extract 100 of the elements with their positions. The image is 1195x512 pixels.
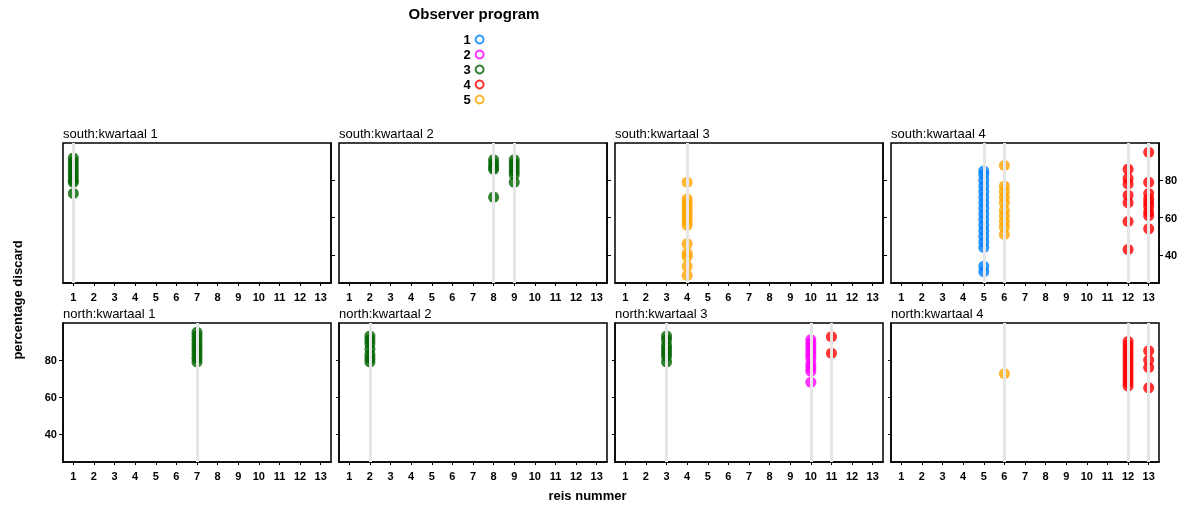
x-tick-label: 7 <box>469 469 477 482</box>
x-tick-label: 8 <box>214 290 221 303</box>
x-tick-label: 5 <box>152 469 159 482</box>
x-tick-label: 8 <box>490 469 497 482</box>
y-tick-label: 40 <box>44 428 57 441</box>
x-tick-label: 11 <box>273 469 286 482</box>
x-tick-label: 1 <box>70 469 77 482</box>
x-tick-label: 12 <box>845 469 859 482</box>
x-tick-label: 6 <box>449 469 456 482</box>
x-tick-label: 11 <box>549 290 562 303</box>
x-tick-label: 8 <box>766 469 773 482</box>
x-tick-label: 7 <box>1021 469 1029 482</box>
x-tick-label: 9 <box>511 469 518 482</box>
x-tick-label: 7 <box>469 290 477 303</box>
legend-label: 3 <box>463 62 471 77</box>
x-tick-label: 3 <box>111 469 118 482</box>
x-tick-label: 10 <box>252 469 265 482</box>
x-tick-label: 4 <box>960 469 968 482</box>
x-tick-label: 1 <box>346 290 353 303</box>
x-tick-label: 13 <box>590 469 603 482</box>
x-tick-label: 11 <box>1101 469 1114 482</box>
x-tick-label: 3 <box>939 469 946 482</box>
chart-title: north:kwartaal 3 <box>615 306 708 321</box>
x-tick-label: 1 <box>70 290 77 303</box>
x-tick-label: 3 <box>663 290 670 303</box>
y-tick-label: 40 <box>1165 249 1178 261</box>
x-tick-label: 7 <box>745 469 753 482</box>
x-tick-label: 6 <box>173 290 180 303</box>
x-tick-label: 7 <box>193 290 201 303</box>
x-tick-label: 13 <box>1142 290 1155 303</box>
x-tick-label: 2 <box>642 469 649 482</box>
x-tick-label: 7 <box>193 469 201 482</box>
chart-title: north:kwartaal 1 <box>63 306 156 321</box>
x-tick-label: 13 <box>314 469 327 482</box>
chart-title: south:kwartaal 3 <box>615 126 710 141</box>
x-tick-label: 10 <box>528 469 541 482</box>
x-tick-label: 11 <box>1101 290 1114 303</box>
x-tick-label: 10 <box>804 290 817 303</box>
x-tick-label: 2 <box>90 290 97 303</box>
x-tick-label: 11 <box>273 290 286 303</box>
x-tick-label: 12 <box>569 290 583 303</box>
x-tick-label: 2 <box>90 469 97 482</box>
x-tick-label: 5 <box>980 469 987 482</box>
x-tick-label: 4 <box>408 469 416 482</box>
x-tick-label: 3 <box>387 290 394 303</box>
x-tick-label: 9 <box>235 290 242 303</box>
x-tick-label: 5 <box>980 290 987 303</box>
x-tick-label: 12 <box>845 290 859 303</box>
x-tick-label: 9 <box>787 290 794 303</box>
legend-title: Observer program <box>408 5 540 22</box>
x-tick-label: 6 <box>1001 290 1008 303</box>
x-tick-label: 1 <box>622 290 629 303</box>
x-tick-label: 8 <box>214 469 221 482</box>
x-tick-label: 6 <box>725 290 732 303</box>
x-tick-label: 9 <box>1063 469 1070 482</box>
x-tick-label: 10 <box>804 469 817 482</box>
x-tick-label: 3 <box>111 290 118 303</box>
x-tick-label: 7 <box>745 290 753 303</box>
x-tick-label: 8 <box>1042 469 1049 482</box>
x-tick-label: 5 <box>704 469 711 482</box>
chart-title: north:kwartaal 2 <box>339 306 432 321</box>
x-tick-label: 6 <box>173 469 180 482</box>
x-tick-label: 10 <box>1080 290 1093 303</box>
x-tick-label: 9 <box>1063 290 1070 303</box>
y-axis-title: percentage discard <box>10 240 25 360</box>
x-tick-label: 5 <box>704 290 711 303</box>
chart-title: north:kwartaal 4 <box>891 306 984 321</box>
x-tick-label: 13 <box>1142 469 1155 482</box>
x-tick-label: 11 <box>549 469 562 482</box>
x-tick-label: 4 <box>408 290 416 303</box>
chart-title: south:kwartaal 1 <box>63 126 158 141</box>
x-tick-label: 10 <box>252 290 265 303</box>
x-tick-label: 2 <box>366 290 373 303</box>
x-tick-label: 7 <box>1021 290 1029 303</box>
x-tick-label: 12 <box>569 469 583 482</box>
x-tick-label: 4 <box>132 469 140 482</box>
x-tick-label: 4 <box>132 290 140 303</box>
x-tick-label: 10 <box>528 290 541 303</box>
x-tick-label: 12 <box>293 290 307 303</box>
x-tick-label: 12 <box>1121 290 1135 303</box>
x-tick-label: 1 <box>898 469 905 482</box>
x-tick-label: 4 <box>684 290 692 303</box>
x-tick-label: 3 <box>387 469 394 482</box>
x-tick-label: 6 <box>449 290 456 303</box>
x-tick-label: 13 <box>866 290 879 303</box>
x-tick-label: 9 <box>235 469 242 482</box>
x-tick-label: 1 <box>346 469 353 482</box>
x-tick-label: 8 <box>766 290 773 303</box>
x-tick-label: 13 <box>314 290 327 303</box>
x-tick-label: 3 <box>939 290 946 303</box>
x-tick-label: 5 <box>152 290 159 303</box>
x-tick-label: 6 <box>1001 469 1008 482</box>
x-tick-label: 9 <box>511 290 518 303</box>
x-tick-label: 12 <box>293 469 307 482</box>
x-tick-label: 13 <box>590 290 603 303</box>
chart-title: south:kwartaal 2 <box>339 126 434 141</box>
x-tick-label: 2 <box>366 469 373 482</box>
x-tick-label: 2 <box>642 290 649 303</box>
x-tick-label: 4 <box>960 290 968 303</box>
y-tick-label: 60 <box>44 391 57 404</box>
